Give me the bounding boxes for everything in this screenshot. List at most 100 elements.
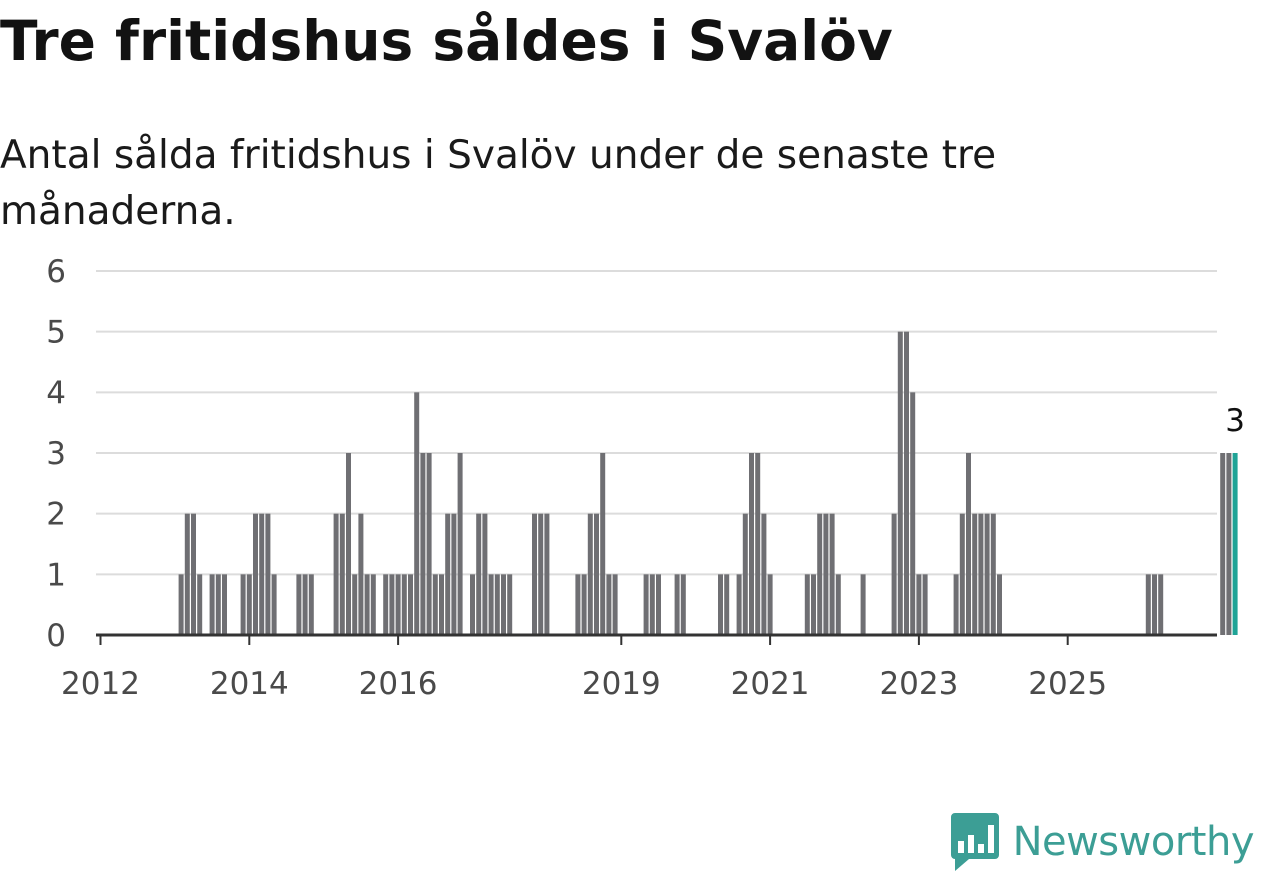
bar	[606, 574, 612, 635]
brand-name: Newsworthy	[1012, 819, 1255, 865]
y-tick-label: 1	[46, 557, 66, 593]
bar	[364, 574, 370, 635]
bar	[401, 574, 407, 635]
y-tick-label: 6	[46, 254, 66, 290]
bar	[587, 513, 593, 635]
bar	[860, 574, 866, 635]
bar	[817, 513, 823, 635]
bar	[476, 513, 482, 635]
bar	[346, 453, 351, 635]
bar	[749, 453, 754, 635]
bar	[352, 574, 358, 635]
bar	[904, 331, 909, 635]
bar	[451, 513, 457, 635]
bar	[742, 513, 748, 635]
bar	[804, 574, 810, 635]
bar	[811, 574, 816, 635]
bar	[439, 574, 444, 635]
bar	[643, 574, 649, 635]
bar	[736, 574, 742, 635]
bar	[265, 513, 271, 635]
y-tick-label: 5	[46, 315, 66, 351]
bar	[432, 574, 438, 635]
bar	[222, 574, 227, 635]
bar	[829, 513, 835, 635]
bar	[575, 574, 581, 635]
bar	[656, 574, 661, 635]
x-axis: 2012 2014 2016 2019 2021 2023 2025	[61, 633, 1217, 702]
bar	[984, 513, 990, 635]
bar	[426, 453, 432, 635]
x-tick-label: 2014	[210, 666, 289, 702]
bar	[959, 513, 965, 635]
bar-highlight	[1232, 453, 1238, 635]
bar	[953, 574, 959, 635]
bar	[767, 574, 773, 635]
bar	[420, 453, 426, 635]
bar	[594, 513, 599, 635]
bar	[600, 453, 606, 635]
bar	[761, 513, 767, 635]
bar	[1220, 453, 1226, 635]
bar	[445, 513, 451, 635]
bar	[339, 513, 345, 635]
chart-title: Tre fritidshus såldes i Svalöv	[0, 9, 893, 73]
bar	[538, 513, 544, 635]
bar	[966, 453, 971, 635]
bar	[532, 513, 537, 635]
bar	[240, 574, 246, 635]
bar	[383, 574, 389, 635]
bar	[389, 574, 395, 635]
bar	[271, 574, 277, 635]
bar	[184, 513, 190, 635]
x-tick-label: 2023	[879, 666, 958, 702]
bar	[581, 574, 587, 635]
x-tick-label: 2025	[1028, 666, 1107, 702]
annotations: 3	[1225, 403, 1245, 439]
bar	[414, 392, 420, 635]
bar	[997, 574, 1002, 635]
y-tick-label: 4	[46, 375, 66, 411]
bar	[674, 574, 680, 635]
bar	[916, 574, 922, 635]
bar	[308, 574, 314, 635]
x-tick-label: 2021	[731, 666, 810, 702]
bar	[470, 574, 475, 635]
bar	[370, 574, 376, 635]
bar	[408, 574, 413, 635]
bar-chart-speech-bubble-icon	[950, 813, 999, 871]
bar	[507, 574, 513, 635]
bar	[333, 513, 339, 635]
bar	[296, 574, 302, 635]
gridlines	[96, 270, 1217, 576]
brand-logo: Newsworthy	[949, 809, 1255, 875]
data-label-last: 3	[1225, 403, 1245, 439]
bar	[395, 574, 401, 635]
bar	[191, 513, 196, 635]
bar	[482, 513, 488, 635]
chart-subtitle: Antal sålda fritidshus i Svalöv under de…	[0, 133, 997, 234]
bar	[259, 513, 265, 635]
bar	[724, 574, 730, 635]
bar	[891, 513, 897, 635]
bar	[501, 574, 506, 635]
bar	[494, 574, 500, 635]
bar	[1158, 574, 1164, 635]
bar	[680, 574, 686, 635]
bar	[488, 574, 494, 635]
bar	[649, 574, 655, 635]
bar	[990, 513, 996, 635]
bar	[922, 574, 928, 635]
bar	[755, 453, 761, 635]
x-tick-label: 2016	[359, 666, 438, 702]
y-tick-label: 0	[46, 618, 66, 654]
bar	[215, 574, 221, 635]
bar	[302, 574, 308, 635]
y-tick-label: 3	[46, 436, 66, 472]
x-tick-label: 2012	[61, 666, 140, 702]
bar	[209, 574, 215, 635]
bar	[246, 574, 252, 635]
bar	[197, 574, 203, 635]
bar	[544, 513, 550, 635]
bar	[835, 574, 841, 635]
